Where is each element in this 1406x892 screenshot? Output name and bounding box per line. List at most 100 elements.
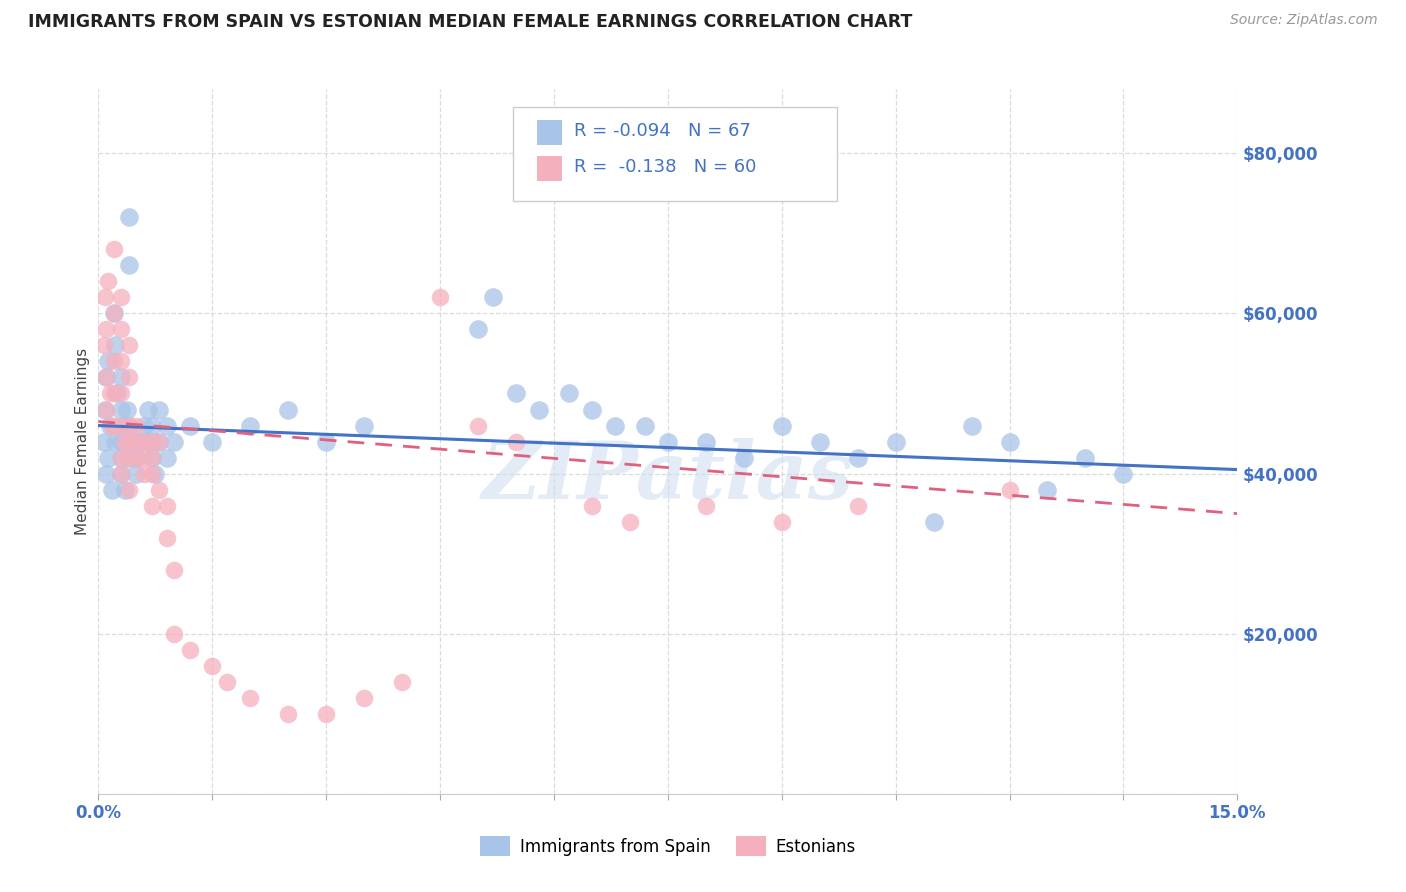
Point: [118, 418, 141, 433]
Point: [94, 402, 117, 417]
Point: [141, 450, 163, 465]
Point: [429, 290, 451, 304]
Point: [163, 434, 186, 449]
Point: [110, 354, 132, 368]
Point: [118, 370, 141, 384]
Point: [125, 450, 148, 465]
Point: [482, 290, 505, 304]
Point: [110, 450, 132, 465]
Text: R = -0.094   N = 67: R = -0.094 N = 67: [574, 122, 751, 140]
Point: [163, 563, 186, 577]
Point: [277, 706, 299, 721]
Point: [505, 434, 527, 449]
Point: [353, 418, 375, 433]
Point: [110, 418, 132, 433]
Point: [581, 402, 603, 417]
Point: [98, 386, 121, 401]
Point: [391, 674, 413, 689]
Point: [118, 450, 141, 465]
Point: [114, 483, 136, 497]
Point: [103, 306, 125, 320]
Point: [94, 290, 117, 304]
Point: [118, 434, 141, 449]
Point: [141, 467, 163, 481]
Text: Source: ZipAtlas.com: Source: ZipAtlas.com: [1230, 13, 1378, 28]
Point: [922, 515, 945, 529]
Point: [467, 322, 489, 336]
Point: [98, 418, 121, 433]
Point: [695, 434, 717, 449]
Y-axis label: Median Female Earnings: Median Female Earnings: [75, 348, 90, 535]
Point: [132, 434, 155, 449]
Point: [118, 211, 141, 225]
Legend: Immigrants from Spain, Estonians: Immigrants from Spain, Estonians: [474, 830, 862, 863]
Point: [96, 274, 118, 288]
Point: [603, 418, 626, 433]
Point: [111, 418, 134, 433]
Point: [132, 467, 155, 481]
Point: [103, 386, 125, 401]
Point: [1074, 450, 1097, 465]
Point: [103, 243, 125, 257]
Point: [125, 450, 148, 465]
Point: [132, 418, 155, 433]
Point: [315, 706, 337, 721]
Point: [695, 499, 717, 513]
Point: [657, 434, 679, 449]
Point: [148, 434, 170, 449]
Point: [104, 434, 127, 449]
Point: [125, 418, 148, 433]
Point: [118, 450, 141, 465]
Point: [148, 434, 170, 449]
Point: [145, 467, 167, 481]
Point: [217, 674, 239, 689]
Point: [141, 450, 163, 465]
Point: [141, 418, 163, 433]
Point: [125, 434, 148, 449]
Point: [136, 402, 159, 417]
Point: [277, 402, 299, 417]
Point: [353, 690, 375, 705]
Point: [846, 450, 869, 465]
Point: [770, 418, 793, 433]
Point: [1112, 467, 1135, 481]
Point: [467, 418, 489, 433]
Text: R =  -0.138   N = 60: R = -0.138 N = 60: [574, 158, 756, 176]
Point: [104, 338, 127, 352]
Point: [110, 402, 132, 417]
Point: [141, 434, 163, 449]
Point: [118, 483, 141, 497]
Point: [132, 434, 155, 449]
Point: [118, 418, 141, 433]
Point: [808, 434, 831, 449]
Point: [141, 434, 163, 449]
Point: [103, 354, 125, 368]
Point: [94, 402, 117, 417]
Point: [101, 483, 124, 497]
Point: [179, 418, 201, 433]
Point: [94, 467, 117, 481]
Point: [114, 434, 136, 449]
Point: [505, 386, 527, 401]
Text: ZIPatlas: ZIPatlas: [482, 438, 853, 516]
Point: [94, 322, 117, 336]
Point: [884, 434, 907, 449]
Point: [733, 450, 755, 465]
Point: [201, 434, 224, 449]
Point: [110, 467, 132, 481]
Point: [118, 434, 141, 449]
Point: [110, 434, 132, 449]
Point: [581, 499, 603, 513]
Point: [846, 499, 869, 513]
Point: [103, 306, 125, 320]
Point: [156, 418, 179, 433]
Point: [148, 483, 170, 497]
Point: [110, 370, 132, 384]
Point: [125, 467, 148, 481]
Text: IMMIGRANTS FROM SPAIN VS ESTONIAN MEDIAN FEMALE EARNINGS CORRELATION CHART: IMMIGRANTS FROM SPAIN VS ESTONIAN MEDIAN…: [28, 13, 912, 31]
Point: [998, 434, 1021, 449]
Point: [163, 626, 186, 640]
Point: [960, 418, 983, 433]
Point: [110, 386, 132, 401]
Point: [125, 434, 148, 449]
